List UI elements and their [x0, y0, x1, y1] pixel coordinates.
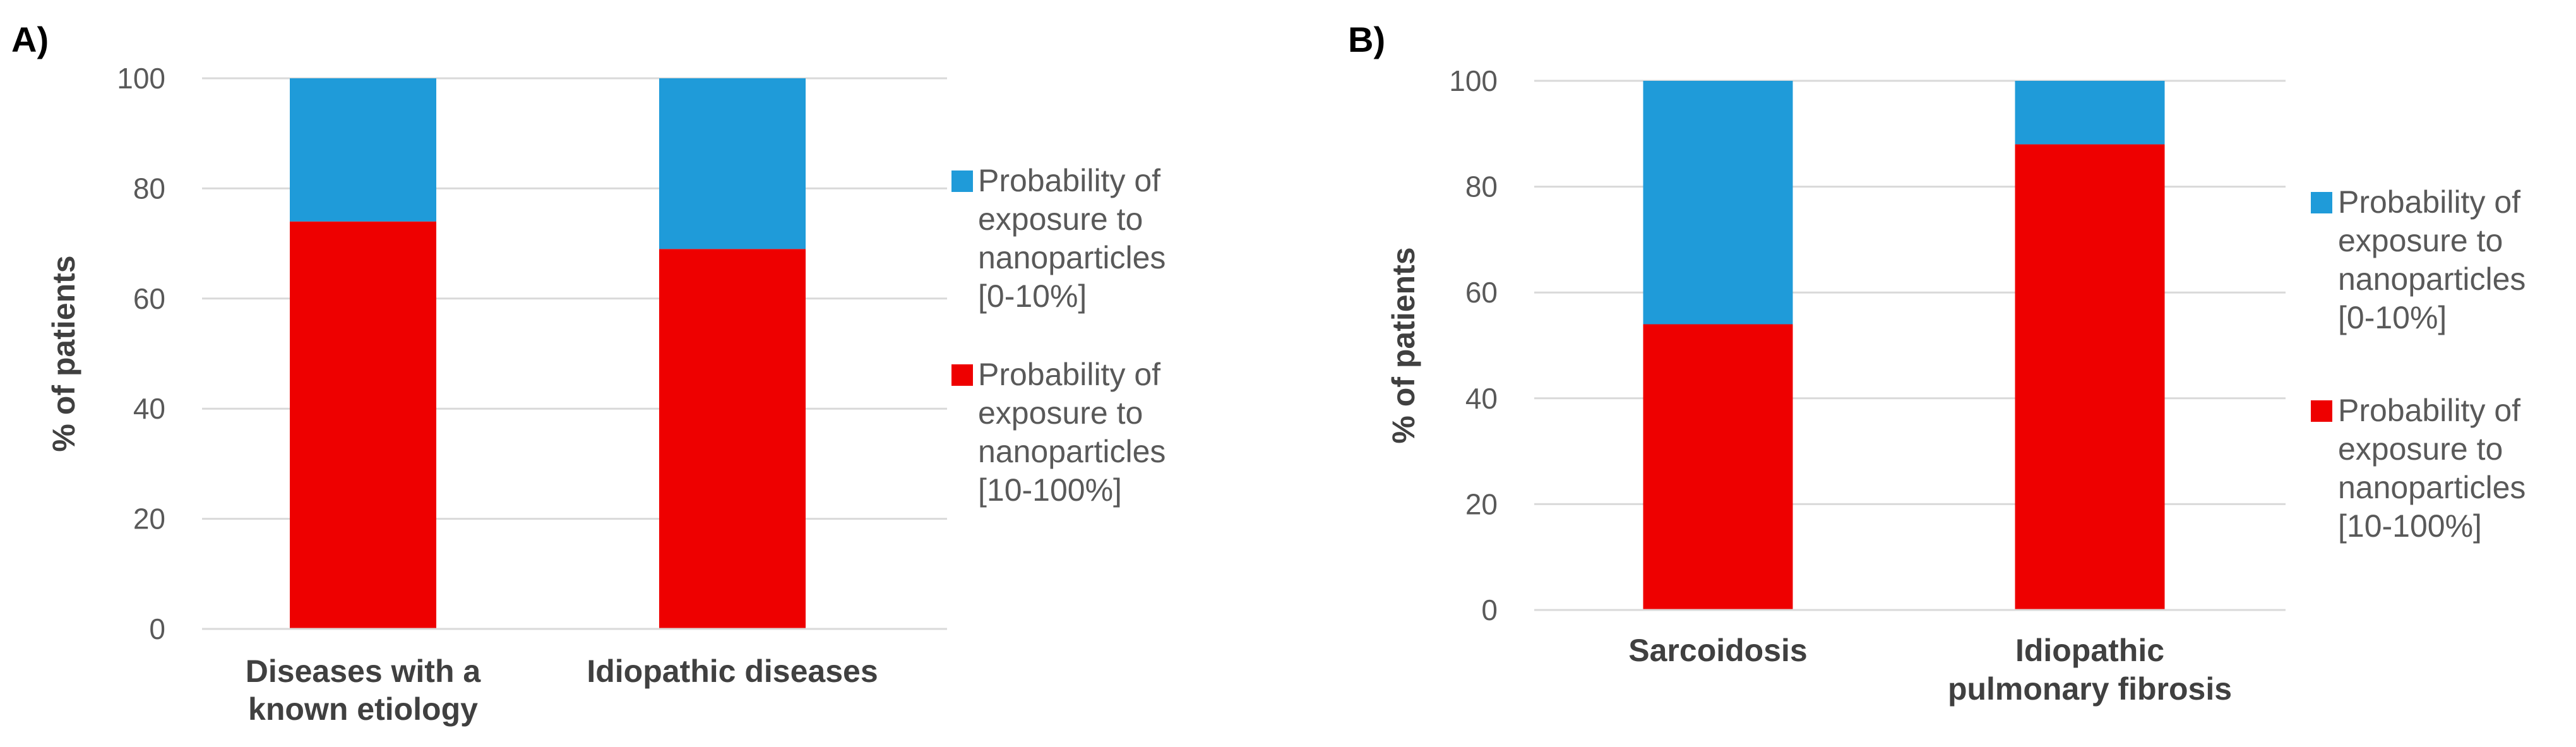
y-tick-label-1-0: 0 [1481, 594, 1498, 626]
y-tick-label-1-1: 20 [1465, 487, 1498, 520]
y-tick-label-0-0: 0 [149, 613, 165, 645]
legend-text-0-1-0: Probability of [978, 357, 1160, 392]
bar-1-1-1 [2015, 81, 2165, 145]
y-tick-label-1-4: 80 [1465, 170, 1498, 203]
legend-text-1-0-2: nanoparticles [2338, 261, 2525, 297]
legend-swatch-0-0 [951, 170, 973, 192]
legend-text-0-1-2: nanoparticles [978, 434, 1166, 469]
legend-text-1-0-3: [0-10%] [2338, 300, 2447, 335]
legend-text-0-0-0: Probability of [978, 163, 1160, 198]
category-label-1-1-1: pulmonary fibrosis [1948, 671, 2232, 707]
legend-text-0-0-1: exposure to [978, 201, 1143, 237]
legend-text-1-1-2: nanoparticles [2338, 470, 2525, 505]
y-tick-label-1-3: 60 [1465, 276, 1498, 309]
y-tick-label-0-5: 100 [117, 62, 165, 95]
legend-text-1-0-0: Probability of [2338, 184, 2520, 220]
y-tick-label-0-2: 40 [133, 392, 165, 425]
category-label-0-1-0: Idiopathic diseases [587, 654, 878, 689]
legend-text-0-1-3: [10-100%] [978, 472, 1122, 508]
bar-0-0-1 [290, 78, 436, 222]
bar-0-1-1 [659, 78, 806, 249]
bar-1-0-0 [1643, 324, 1793, 610]
legend-text-0-1-1: exposure to [978, 395, 1143, 431]
y-axis-label-1: % of patients [1386, 247, 1421, 443]
legend-text-1-1-1: exposure to [2338, 431, 2503, 467]
y-tick-label-1-2: 40 [1465, 382, 1498, 415]
legend-text-1-0-1: exposure to [2338, 223, 2503, 258]
y-axis-label-0: % of patients [46, 255, 81, 451]
bar-1-1-0 [2015, 144, 2165, 610]
legend-swatch-1-0 [2311, 192, 2332, 213]
category-label-0-0-0: Diseases with a [246, 654, 482, 689]
legend-swatch-0-1 [951, 364, 973, 386]
legend-text-0-0-2: nanoparticles [978, 240, 1166, 275]
y-tick-label-1-5: 100 [1449, 64, 1498, 97]
bar-0-1-0 [659, 249, 806, 629]
panel-label-0: A) [11, 20, 49, 59]
legend-swatch-1-1 [2311, 400, 2332, 422]
category-label-1-0-0: Sarcoidosis [1628, 633, 1807, 668]
legend-text-1-1-3: [10-100%] [2338, 508, 2482, 544]
y-tick-label-0-4: 80 [133, 172, 165, 205]
bar-1-0-1 [1643, 81, 1793, 325]
y-tick-label-0-3: 60 [133, 282, 165, 315]
panel-label-1: B) [1348, 20, 1385, 59]
legend-text-0-0-3: [0-10%] [978, 278, 1087, 314]
legend-text-1-1-0: Probability of [2338, 393, 2520, 428]
y-tick-label-0-1: 20 [133, 503, 165, 535]
category-label-0-0-1: known etiology [248, 691, 478, 727]
bar-0-0-0 [290, 221, 436, 630]
category-label-1-1-0: Idiopathic [2015, 633, 2164, 668]
